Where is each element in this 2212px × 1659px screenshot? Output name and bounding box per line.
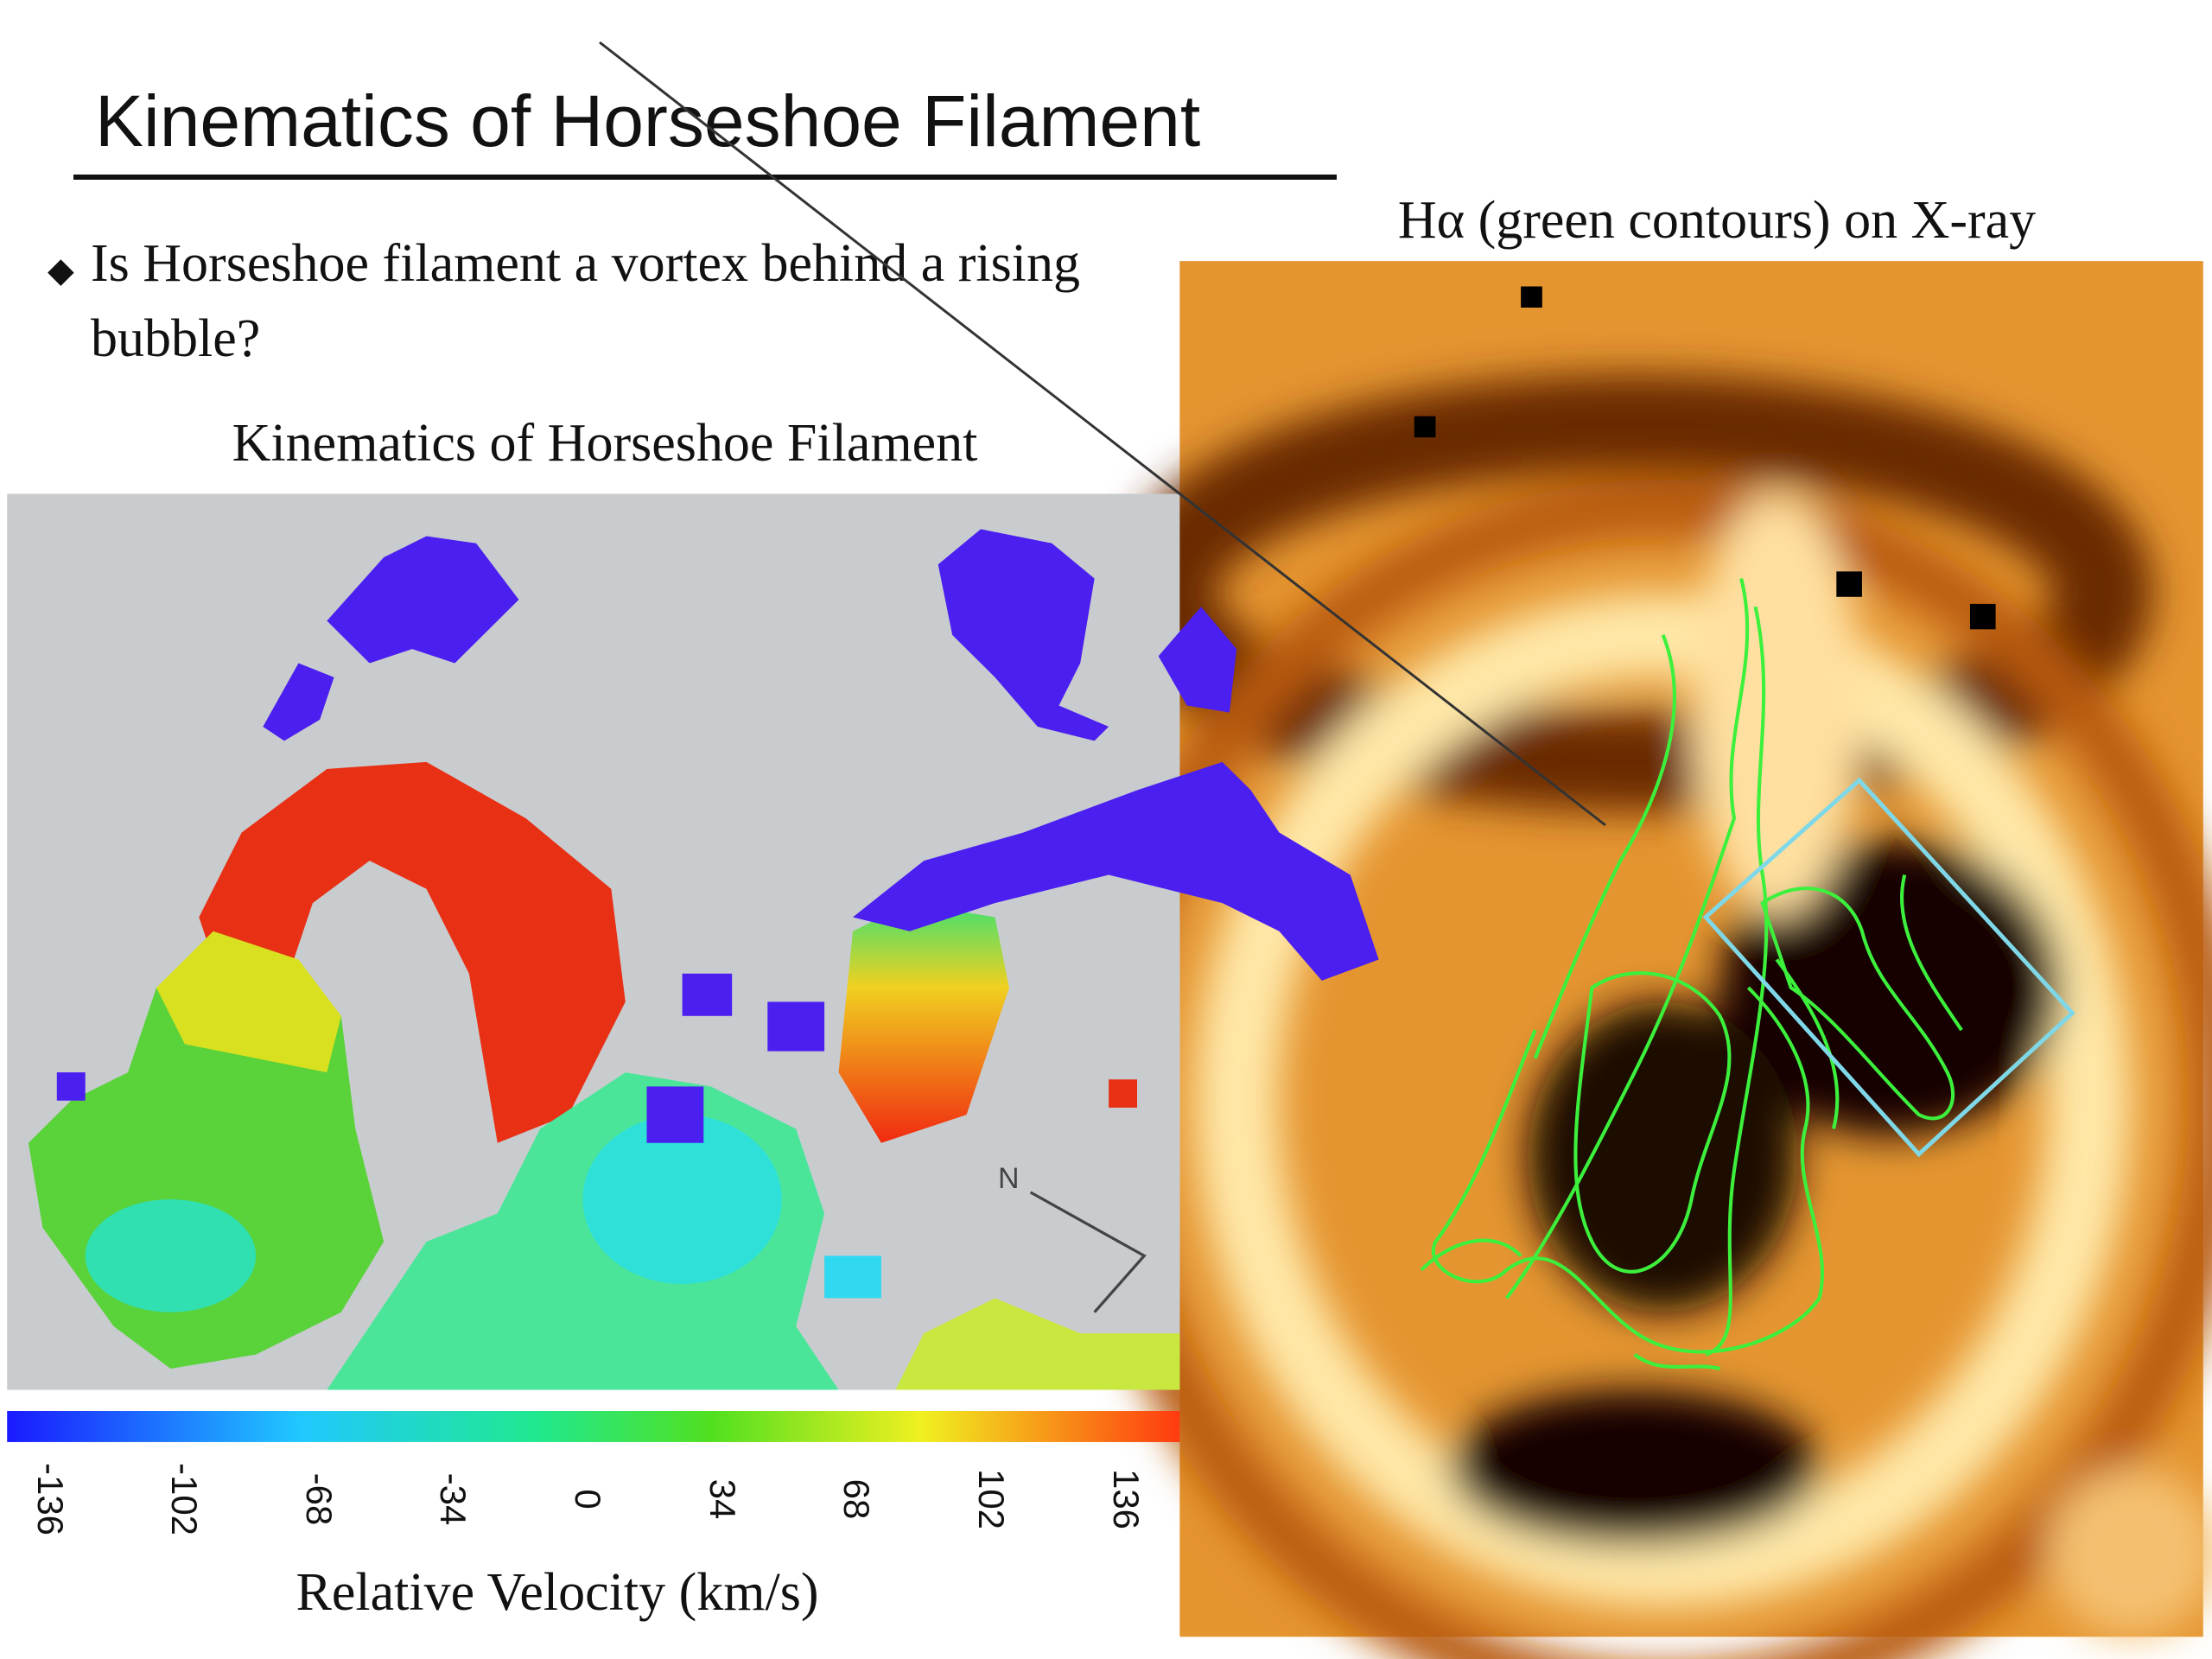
colorbar-tick-label: 68 xyxy=(836,1478,878,1520)
colorbar-tick-label: 34 xyxy=(702,1478,743,1520)
bullet-text: Is Horseshoe filament a vortex behind a … xyxy=(91,234,1080,368)
xray-image xyxy=(1080,261,2212,1659)
slide-title: Kinematics of Horseshoe Filament xyxy=(95,80,1201,162)
colorbar-tick-label: 136 xyxy=(1105,1468,1147,1530)
bullet-marker: ◆ xyxy=(48,251,74,289)
colorbar xyxy=(7,1411,1180,1442)
colorbar-tick-label: -136 xyxy=(29,1462,71,1536)
left-caption: Kinematics of Horseshoe Filament xyxy=(232,414,978,473)
colorbar-tick-label: -68 xyxy=(298,1472,340,1526)
colorbar-tick-label: -102 xyxy=(164,1462,206,1536)
velocity-map xyxy=(7,493,1379,1442)
colorbar-tick-label: -34 xyxy=(433,1472,474,1526)
colorbar-tick-label: 0 xyxy=(568,1489,609,1510)
colorbar-tick-label: 102 xyxy=(970,1468,1012,1530)
title-rule xyxy=(73,175,1337,180)
colorbar-label: Relative Velocity (km/s) xyxy=(296,1563,819,1622)
compass-label: N xyxy=(998,1162,1020,1195)
right-caption: Hα (green contours) on X-ray xyxy=(1397,191,2037,250)
